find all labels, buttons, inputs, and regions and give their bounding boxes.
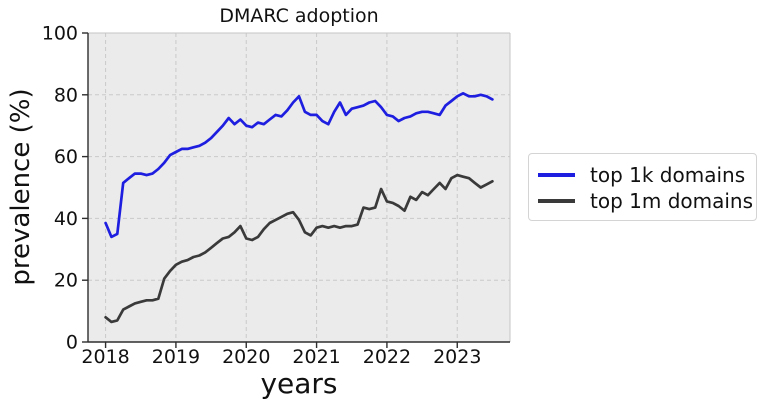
x-tick-label: 2023 — [433, 346, 481, 368]
x-axis-label: years — [260, 367, 338, 400]
series-line-top-1m-domains — [104, 173, 494, 324]
legend-label-top-1k: top 1k domains — [590, 163, 746, 187]
x-tick-label: 2018 — [81, 346, 129, 368]
y-tick-label: 20 — [54, 270, 78, 292]
x-tick-label: 2021 — [292, 346, 340, 368]
y-tick-label: 0 — [66, 332, 78, 354]
x-tick-label: 2022 — [363, 346, 411, 368]
legend: top 1k domains top 1m domains — [528, 153, 757, 221]
legend-line-sample-blue — [538, 173, 575, 177]
chart-title: DMARC adoption — [219, 5, 379, 27]
y-tick-label: 100 — [42, 23, 78, 45]
y-tick-label: 40 — [54, 208, 78, 230]
y-axis-label: prevalence (%) — [6, 88, 36, 286]
x-tick-label: 2020 — [222, 346, 270, 368]
legend-item-top-1k: top 1k domains — [538, 162, 756, 188]
plot-background — [88, 33, 510, 342]
y-tick-label: 80 — [54, 84, 78, 106]
x-tick-label: 2019 — [152, 346, 200, 368]
series-line-top-1k-domains — [104, 91, 494, 239]
y-tick-label: 60 — [54, 146, 78, 168]
legend-line-sample-dark — [538, 199, 575, 203]
legend-label-top-1m: top 1m domains — [590, 189, 754, 213]
legend-item-top-1m: top 1m domains — [538, 188, 756, 214]
